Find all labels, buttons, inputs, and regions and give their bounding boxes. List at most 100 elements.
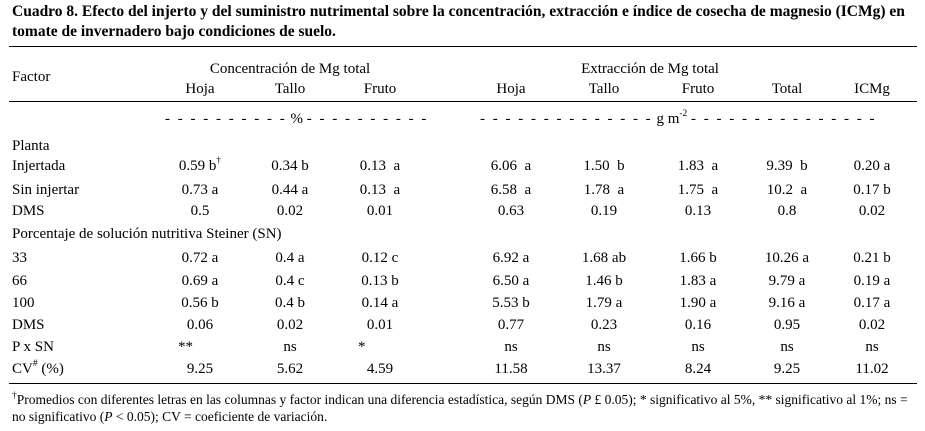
table-caption: Cuadro 8. Efecto del injerto y del sumin…	[12, 3, 905, 40]
table-cell: 0.19 a	[853, 273, 891, 289]
unit-dashes-right: - - - - - - - - - - - - - - -	[691, 111, 877, 127]
interaction-cell: ns	[865, 339, 879, 355]
table-cell: 1.46 b	[585, 273, 623, 289]
cv-cell: 4.59	[366, 361, 394, 377]
table-cell: 0.21 b	[853, 250, 891, 266]
table-cell: 0.13	[684, 203, 712, 219]
extraction-group-header: Extracción de Mg total	[581, 61, 719, 77]
table-cell: 0.56 b	[181, 295, 219, 311]
table-cell: 0.95	[773, 317, 801, 333]
unit-row-grams: - - - - - - - - - - - - - - g m-2 - - - …	[480, 109, 877, 128]
col-header-icmg: ICMg	[854, 81, 890, 97]
header-rule	[9, 101, 917, 102]
table-cell: 5.53 b	[492, 295, 530, 311]
interaction-cell: ns	[780, 339, 794, 355]
row-factor-label: P x SN	[12, 339, 54, 355]
interaction-cell: ns	[283, 339, 297, 355]
cv-cell: 5.62	[276, 361, 304, 377]
table-cell: 1.83 a	[677, 158, 719, 174]
table-cell: 1.83 a	[679, 273, 717, 289]
table-cell: 0.16	[684, 317, 712, 333]
table-cell: 10.26 a	[764, 250, 810, 266]
table-cell: 0.13 a	[359, 158, 401, 174]
row-factor-label: 100	[12, 295, 35, 311]
table-cell: 0.4 c	[275, 273, 305, 289]
table-cell: 0.20 a	[853, 158, 891, 174]
cv-cell: 13.37	[587, 361, 621, 377]
table-cell: 1.75 a	[677, 182, 719, 198]
table-cell: 0.44 a	[271, 182, 309, 198]
col-header-conc-tallo: Tallo	[274, 81, 306, 97]
table-cell: 0.59 b†	[178, 156, 222, 174]
factor-header: Factor	[12, 69, 51, 85]
table-cell: 0.02	[276, 317, 304, 333]
table-cell: 0.02	[858, 203, 886, 219]
table-cell: 9.79 a	[768, 273, 806, 289]
table-cell: 6.06 a	[490, 158, 532, 174]
interaction-cell: ns	[691, 339, 705, 355]
table-cell: 9.16 a	[768, 295, 806, 311]
table-cell: 0.13 a	[359, 182, 401, 198]
table-cell: 1.78 a	[583, 182, 625, 198]
table-cell: 1.90 a	[679, 295, 717, 311]
row-factor-label: CV# (%)	[12, 359, 64, 377]
unit-dashes-right: - - - - - - - - - -	[306, 111, 429, 127]
table-cell: 0.34 b	[271, 158, 309, 174]
table-cell: 0.01	[366, 317, 394, 333]
cv-cell: 11.58	[494, 361, 528, 377]
table-cell: 0.14 a	[361, 295, 399, 311]
table-cell: 6.92 a	[492, 250, 530, 266]
concentration-group-header: Concentración de Mg total	[209, 61, 371, 77]
table-cell: 6.50 a	[492, 273, 530, 289]
table-cell: 0.17 a	[853, 295, 891, 311]
col-header-conc-hoja: Hoja	[185, 81, 215, 97]
table-cell: 0.17 b	[853, 182, 891, 198]
col-header-ext-tallo: Tallo	[588, 81, 620, 97]
table-cell: 10.2 a	[766, 182, 808, 198]
table-cell: 0.13 b	[361, 273, 399, 289]
table-cell: 6.58 a	[490, 182, 532, 198]
col-header-ext-fruto: Fruto	[681, 81, 715, 97]
row-factor-label: 33	[12, 250, 27, 266]
table-cell: 0.77	[497, 317, 525, 333]
bottom-rule	[9, 383, 917, 384]
row-factor-label: 66	[12, 273, 27, 289]
table-cell: 0.4 a	[275, 250, 305, 266]
col-header-ext-hoja: Hoja	[496, 81, 526, 97]
table-cell: 0.12 c	[361, 250, 399, 266]
row-factor-label: DMS	[12, 317, 45, 333]
unit-grams: g m-2	[656, 109, 688, 127]
table-cell: 0.69 a	[181, 273, 219, 289]
table-cell: 0.06	[186, 317, 214, 333]
unit-dashes-left: - - - - - - - - - -	[165, 111, 287, 127]
table-cell: 0.8	[777, 203, 797, 219]
cv-cell: 11.02	[855, 361, 889, 377]
table-cell: 0.01	[366, 203, 394, 219]
col-header-conc-fruto: Fruto	[363, 81, 397, 97]
table-cell: 0.02	[858, 317, 886, 333]
table-cell: 0.73 a	[181, 182, 219, 198]
table-cell: 0.23	[590, 317, 618, 333]
cv-cell: 8.24	[684, 361, 712, 377]
interaction-cell: ns	[597, 339, 611, 355]
table-footnote: †Promedios con diferentes letras en las …	[12, 390, 908, 424]
row-factor-label: DMS	[12, 203, 45, 219]
interaction-cell: ns	[504, 339, 518, 355]
cv-cell: 9.25	[773, 361, 801, 377]
interaction-cell: *	[358, 339, 366, 355]
unit-row-percent: - - - - - - - - - - % - - - - - - - - - …	[165, 110, 428, 128]
table-cell: 0.19	[590, 203, 618, 219]
row-factor-label: Sin injertar	[12, 182, 80, 198]
table-cell: 1.68 ab	[581, 250, 627, 266]
cv-cell: 9.25	[186, 361, 214, 377]
section-label-planta: Planta	[12, 138, 50, 154]
col-header-total: Total	[771, 81, 803, 97]
table-cell: 0.02	[276, 203, 304, 219]
table-cell: 0.63	[497, 203, 525, 219]
top-rule	[9, 46, 917, 47]
table-cell: 1.79 a	[585, 295, 623, 311]
table-cell: 1.50 b	[583, 158, 625, 174]
section-label-sn: Porcentaje de solución nutritiva Steiner…	[12, 226, 282, 242]
table-cell: 1.66 b	[679, 250, 717, 266]
table-cell: 0.5	[190, 203, 210, 219]
